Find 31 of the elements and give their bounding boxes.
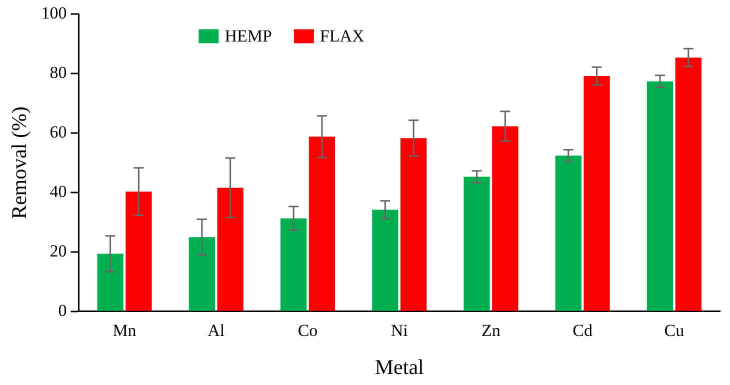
bar	[97, 254, 124, 311]
legend-label: FLAX	[320, 26, 364, 46]
x-tick-label: Zn	[482, 321, 501, 340]
x-tick-label: Mn	[112, 321, 137, 340]
bar	[372, 210, 398, 311]
x-tick-label: Co	[298, 321, 318, 340]
bar	[400, 138, 427, 311]
bar	[126, 192, 152, 311]
x-tick-label: Al	[208, 321, 225, 340]
x-tick-label: Cd	[572, 321, 593, 340]
y-tick-label: 100	[41, 4, 67, 23]
bar	[217, 188, 244, 311]
legend-label: HEMP	[224, 26, 272, 46]
bar	[492, 126, 518, 311]
x-tick-label: Ni	[390, 321, 408, 340]
bar	[280, 218, 307, 311]
y-tick-label: 80	[50, 63, 67, 82]
y-tick-label: 60	[50, 122, 67, 142]
bar	[584, 76, 610, 311]
y-tick-label: 20	[50, 241, 67, 260]
bar	[464, 176, 490, 311]
y-axis-title: Removal (%)	[7, 106, 32, 220]
bar	[646, 81, 674, 311]
x-axis-title: Metal	[374, 354, 424, 379]
bar	[188, 237, 215, 311]
bar	[308, 136, 335, 311]
y-tick-label: 40	[50, 182, 67, 201]
bar	[555, 156, 582, 311]
x-tick-label: Cu	[664, 321, 685, 340]
bar	[675, 58, 702, 311]
y-tick-label: 0	[58, 300, 67, 320]
